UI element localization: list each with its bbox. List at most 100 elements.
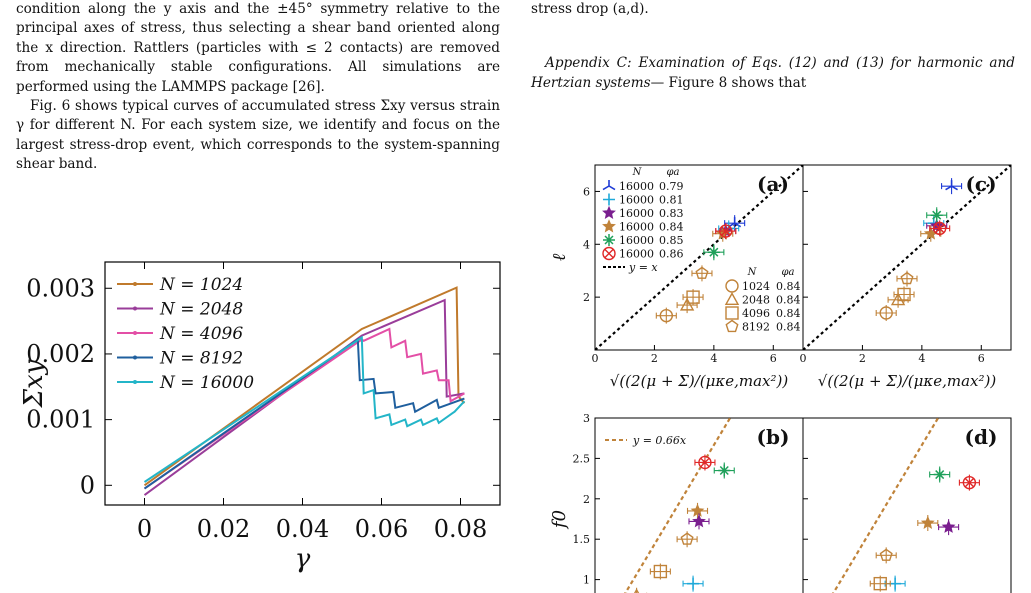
guide-line-y-equals-x — [803, 165, 1011, 350]
point-marker — [932, 221, 947, 236]
point-marker — [930, 209, 943, 222]
legend-N: 2048 — [742, 294, 770, 307]
legend-phi-value: 0.79 — [659, 180, 684, 193]
point-marker — [890, 292, 906, 306]
error-bar — [649, 563, 671, 580]
point-marker — [653, 564, 668, 579]
legend-marker — [133, 282, 137, 286]
legend-phi-value: 0.84 — [776, 321, 801, 334]
panel-c: 0 2 4 6 (c) √((2(μ + Σ)/(μκe,max²)) — [800, 164, 1012, 390]
panel-plot-area — [595, 165, 803, 350]
point-marker — [680, 532, 694, 545]
series-line — [143, 286, 466, 487]
point-marker — [718, 464, 731, 477]
point-marker — [935, 223, 945, 233]
legend-phi-value: 0.83 — [659, 207, 684, 220]
point-marker — [602, 219, 616, 233]
panel-frame — [802, 417, 1012, 593]
y-tick-label: 0 — [80, 471, 95, 499]
left-text-column: condition along the y axis and the ±45° … — [16, 0, 500, 175]
legend-header: φa — [782, 267, 795, 278]
y-axis-label: Σxy — [19, 359, 49, 408]
y-tick-label: 0.001 — [26, 406, 95, 434]
legend-label: N = 8192 — [159, 349, 243, 369]
legend-fit-label: y = 0.66x — [632, 434, 687, 447]
point-marker — [687, 577, 700, 590]
point-marker — [725, 306, 739, 320]
appendix-body: — Figure 8 shows that — [650, 74, 807, 91]
x-tick-label: 0 — [592, 352, 599, 365]
legend-N: 1024 — [742, 280, 770, 293]
legend-phi-value: 0.84 — [776, 294, 801, 307]
fit-line — [832, 418, 940, 593]
figure-8-panels: 0 2 4 6 2 4 6 (a) √((2(μ + Σ)/(μκe,max²)) ℓ 0 2 4 6 (c… — [549, 164, 1012, 593]
y-tick-label: 0.003 — [26, 274, 95, 302]
point-marker — [719, 224, 733, 238]
x-tick-label: 2 — [651, 352, 658, 365]
point-marker — [690, 503, 705, 517]
right-text-column: stress drop (a,d). Appendix C: Examinati… — [531, 0, 1015, 93]
panel-label: (d) — [965, 425, 998, 449]
legend-phi-value: 0.84 — [776, 307, 801, 320]
y-tick-label: 4 — [583, 238, 590, 251]
point-marker — [962, 475, 977, 490]
point-marker — [879, 306, 893, 320]
x-axis-label: √((2(μ + Σ)/(μκe,max²)) — [818, 372, 997, 390]
legend-guide-label: y = x — [628, 261, 658, 274]
x-tick-label: 0.04 — [276, 515, 329, 543]
error-bar — [655, 307, 677, 324]
x-axis-label: √((2(μ + Σ)/(μκe,max²)) — [610, 372, 789, 390]
point-marker — [602, 205, 616, 219]
y-axis-label: f0 — [549, 510, 570, 530]
x-tick-label: 6 — [978, 352, 985, 365]
point-marker — [686, 290, 700, 304]
legend-marker — [133, 306, 137, 311]
point-marker — [679, 297, 695, 311]
point-marker — [725, 319, 739, 333]
x-tick-label: 2 — [859, 352, 866, 365]
series-line — [143, 337, 465, 490]
legend-label: N = 1024 — [159, 275, 243, 295]
y-tick-label: 1.5 — [573, 533, 591, 546]
series-line — [143, 327, 465, 490]
legend-label: N = 16000 — [159, 373, 254, 393]
point-marker — [602, 246, 616, 261]
x-tick-label: 6 — [770, 352, 777, 365]
panel-plot-area — [832, 418, 980, 593]
x-tick-label: 4 — [918, 352, 925, 365]
legend-header: N — [632, 167, 643, 178]
y-tick-label: 6 — [583, 185, 590, 198]
x-tick-label: 0.06 — [355, 515, 408, 543]
legend-label: N = 4096 — [159, 324, 243, 344]
legend-phi-value: 0.85 — [659, 234, 684, 247]
panel-plot-area — [624, 418, 735, 593]
legend-header: φa — [667, 167, 680, 178]
point-marker — [889, 577, 902, 590]
x-axis-label: γ — [295, 544, 311, 574]
point-marker — [659, 308, 674, 323]
legend-N: 16000 — [619, 207, 654, 220]
text-fragment: stress drop (a,d). — [531, 1, 649, 17]
error-bar — [691, 265, 713, 282]
legend-phi-value: 0.86 — [659, 248, 684, 261]
appendix-title: Appendix C: Examination of Eqs. (12) and… — [531, 55, 1015, 91]
error-bar — [875, 547, 897, 564]
figure-6-stress-strain: 0 0.02 0.04 0.06 0.08 0 0.001 0.002 0.003 γ Σxy N =… — [19, 261, 501, 574]
panel-label: (b) — [757, 425, 790, 449]
point-marker — [933, 468, 946, 481]
point-marker — [707, 246, 720, 259]
legend-label: N = 2048 — [159, 300, 243, 320]
point-marker — [725, 279, 739, 293]
point-marker — [721, 226, 731, 236]
point-marker — [897, 287, 911, 302]
point-marker — [879, 548, 893, 561]
point-marker — [941, 519, 956, 533]
paragraph-fig6: Fig. 6 shows typical curves of accumulat… — [16, 98, 500, 173]
point-marker — [692, 514, 706, 528]
legend-N: 16000 — [619, 234, 654, 247]
y-tick-label: 1 — [583, 574, 590, 587]
legend-phi-value: 0.84 — [659, 221, 684, 234]
y-tick-label: 2.5 — [573, 452, 591, 465]
fit-line — [624, 418, 732, 593]
point-marker — [700, 457, 710, 467]
